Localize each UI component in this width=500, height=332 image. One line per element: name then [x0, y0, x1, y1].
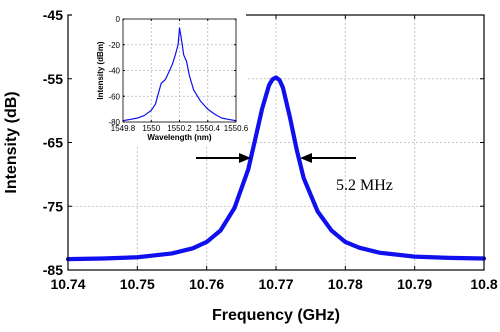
- y-tick-label: -75: [43, 198, 63, 214]
- y-tick-label: -45: [43, 7, 63, 23]
- inset-x-tick-label: 1550: [142, 124, 160, 133]
- inset-y-axis-title: Intensity (dBm): [96, 41, 105, 100]
- inset-x-tick-label: 1549.8: [111, 124, 136, 133]
- y-tick-label: -65: [43, 135, 63, 151]
- y-tick-label: -85: [43, 262, 63, 278]
- inset-y-tick-label: 0: [116, 15, 121, 24]
- x-tick-label: 10.79: [397, 276, 432, 292]
- annotation-arrow-left-head: [239, 153, 251, 163]
- x-tick-label: 10.75: [120, 276, 155, 292]
- annotation-arrow-right-head: [300, 153, 312, 163]
- inset-x-axis-title: Wavelength (nm): [147, 133, 211, 142]
- inset-x-tick-label: 1550.4: [196, 124, 221, 133]
- inset-y-tick-label: -40: [108, 67, 120, 76]
- series-line: [65, 75, 487, 262]
- inset-y-tick-label: -60: [108, 92, 120, 101]
- x-tick-label: 10.74: [50, 276, 85, 292]
- inset-x-tick-label: 1550.2: [167, 124, 192, 133]
- x-tick-label: 10.76: [189, 276, 224, 292]
- x-axis-title: Frequency (GHz): [212, 307, 340, 324]
- y-tick-label: -55: [43, 71, 63, 87]
- inset-y-tick-label: -20: [108, 41, 120, 50]
- x-tick-label: 10.8: [470, 276, 497, 292]
- x-tick-label: 10.78: [328, 276, 363, 292]
- inset-series-line: [122, 27, 237, 122]
- annotation-linewidth-label: 5.2 MHz: [336, 177, 393, 194]
- inset-y-tick-label: -80: [108, 118, 120, 127]
- x-tick-label: 10.77: [258, 276, 293, 292]
- inset-chart: 1549.8 1550 1550.2 1550.4 1550.6 0 -20 -40 -60 -8…: [72, 13, 249, 147]
- y-axis-title: Intensity (dB): [3, 91, 20, 193]
- inset-x-tick-label: 1550.6: [224, 124, 249, 133]
